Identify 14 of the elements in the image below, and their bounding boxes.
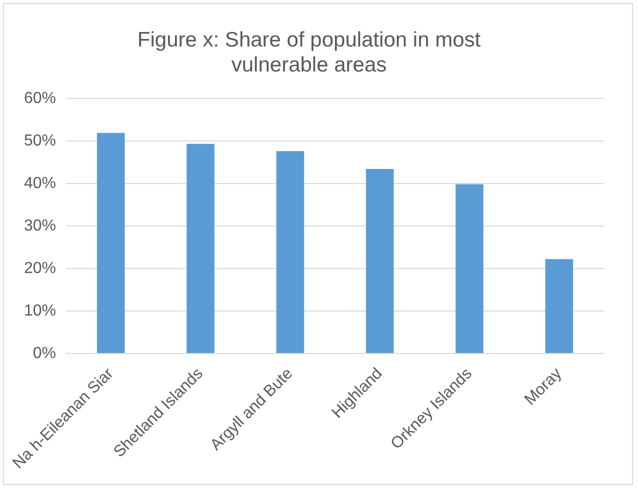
bar [456,184,484,353]
y-tick-label: 60% [24,90,56,107]
bar [276,151,304,353]
y-tick-label: 20% [24,260,56,277]
y-tick-label: 0% [32,344,56,362]
bar [545,259,574,353]
chart-title: Figure x: Share of population in most vulnerable areas [137,28,481,77]
y-tick-label: 50% [24,132,56,150]
y-tick-label: 30% [24,217,56,234]
y-tick-label: 10% [24,302,56,320]
bar [96,132,125,353]
bar [366,168,394,353]
y-tick-label: 40% [24,174,56,192]
bar [186,144,214,353]
